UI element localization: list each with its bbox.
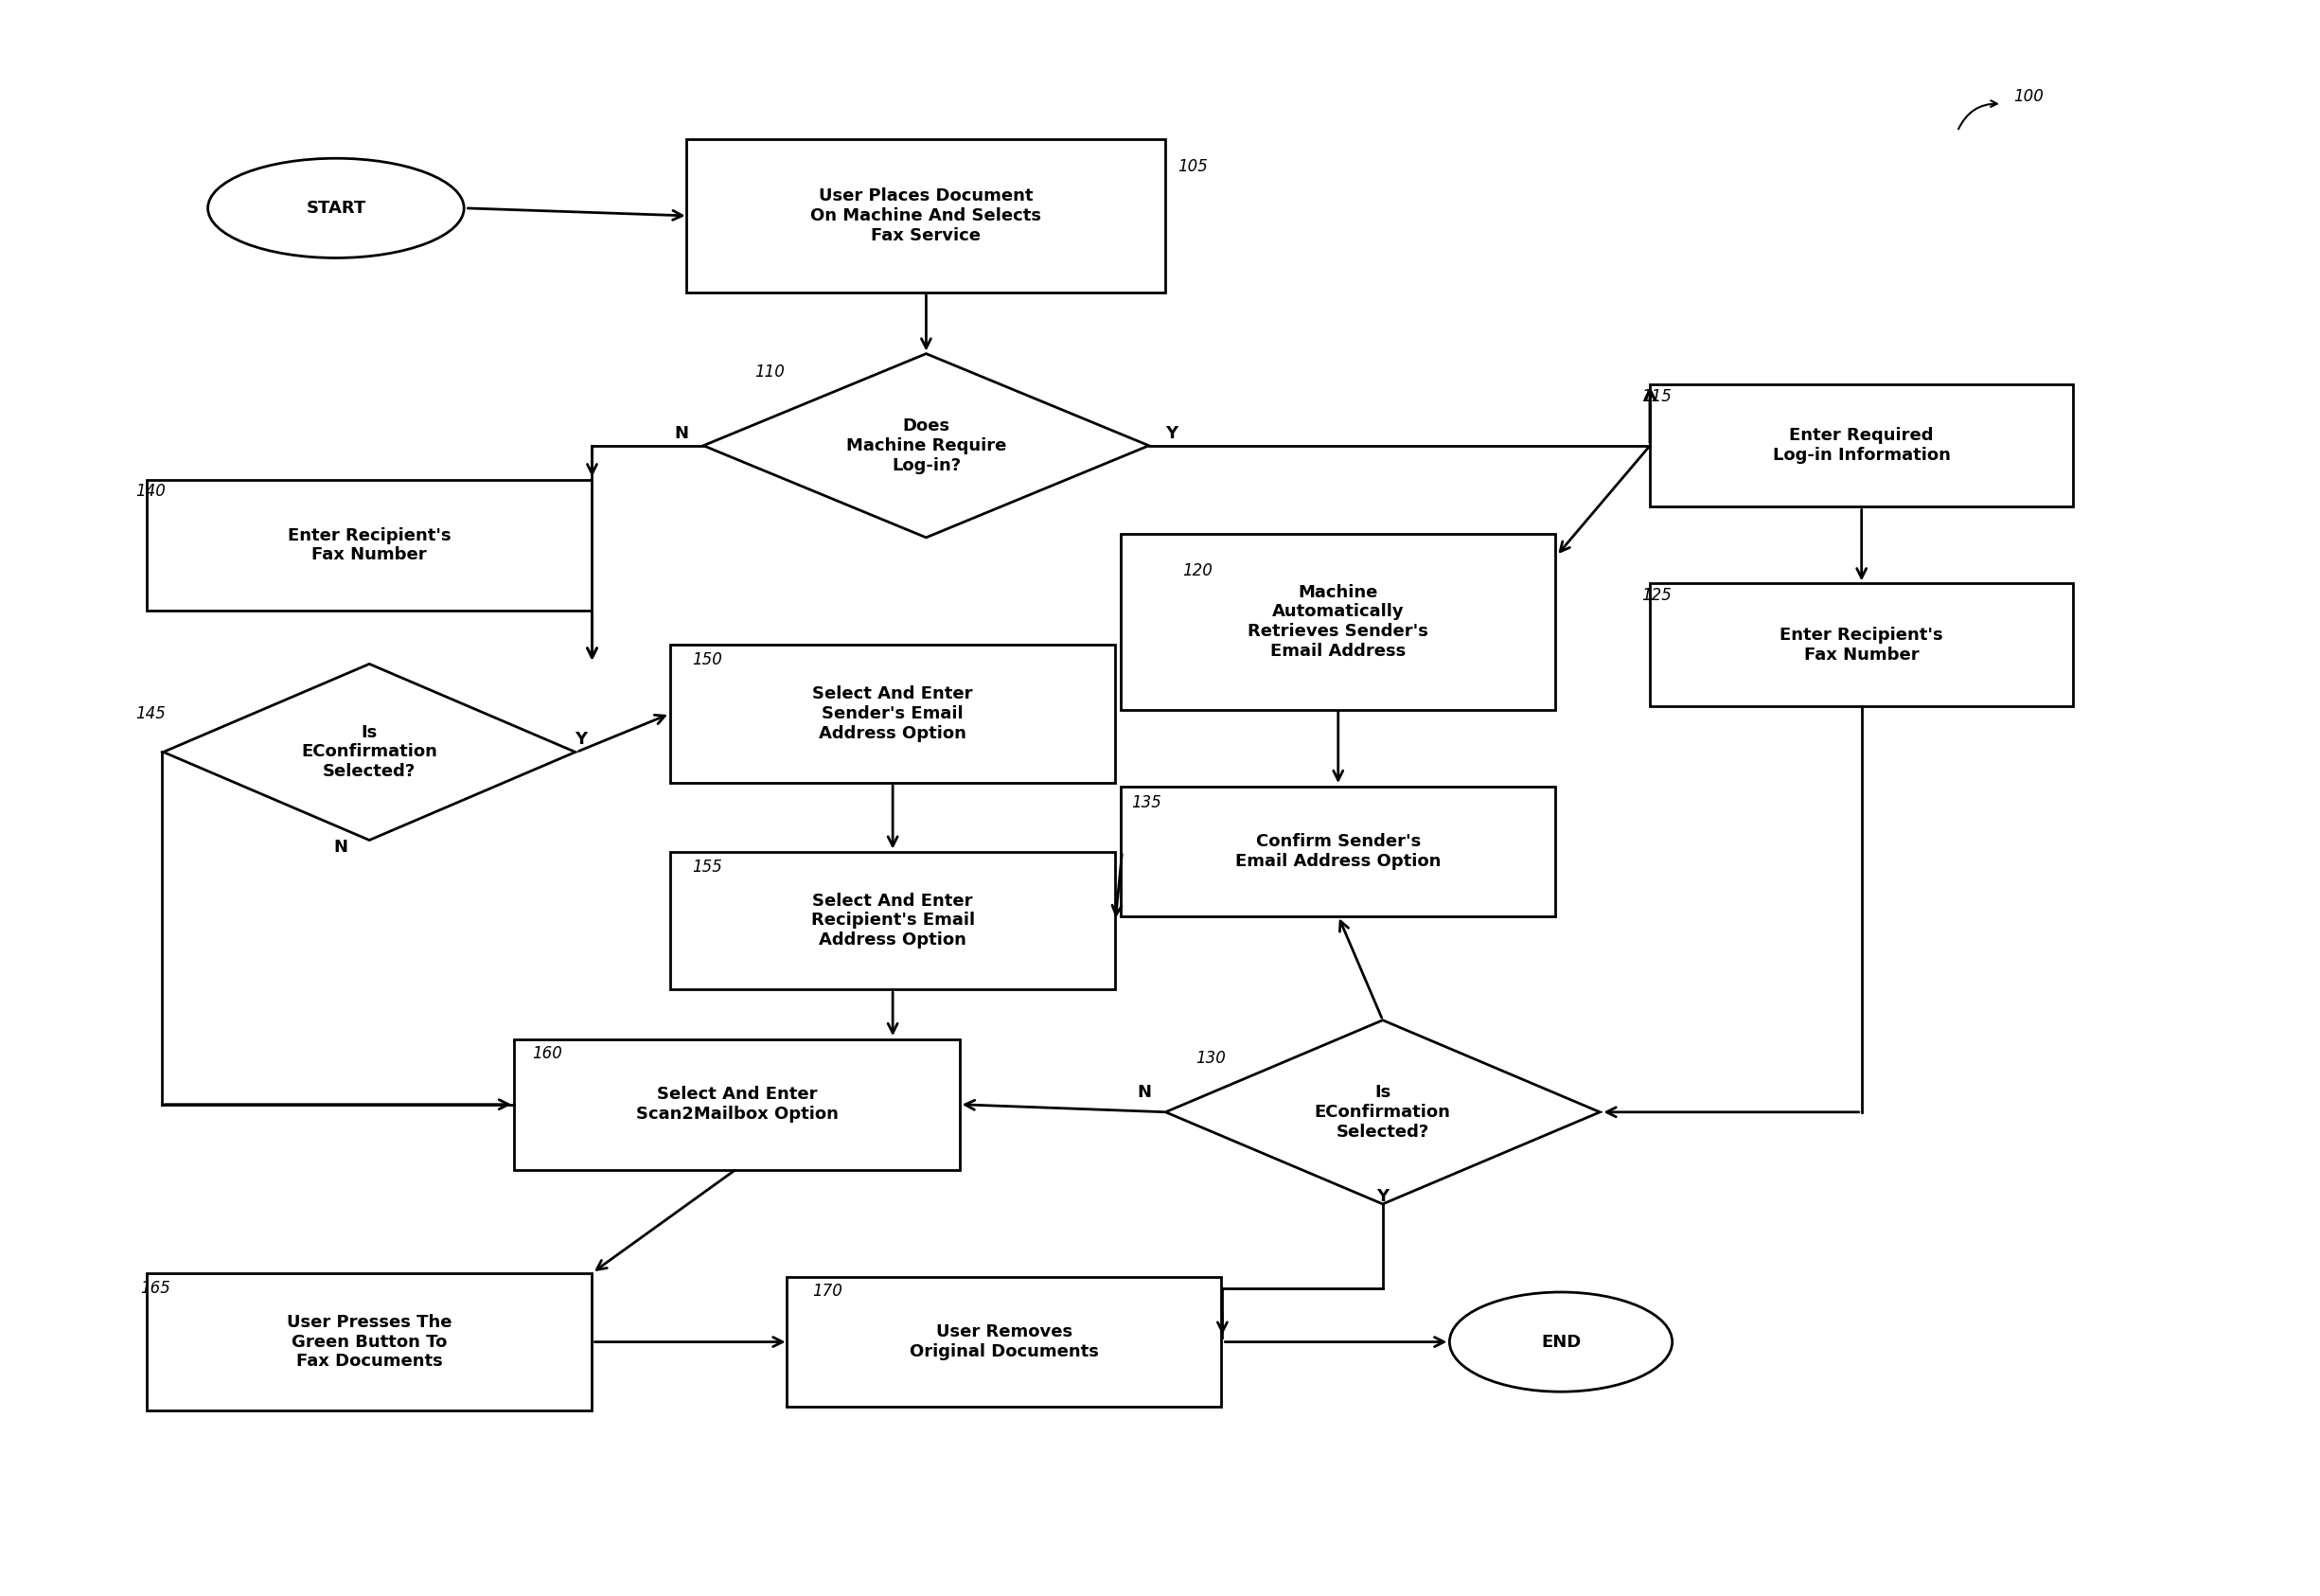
Text: Select And Enter
Sender's Email
Address Option: Select And Enter Sender's Email Address … <box>812 686 972 742</box>
Text: START: START <box>306 200 367 217</box>
Bar <box>1650 584 2074 705</box>
Text: User Removes
Original Documents: User Removes Original Documents <box>909 1323 1100 1360</box>
Text: N: N <box>334 838 348 855</box>
Text: 150: 150 <box>691 651 722 669</box>
Text: Enter Required
Log-in Information: Enter Required Log-in Information <box>1772 428 1951 464</box>
Bar <box>687 139 1165 292</box>
Ellipse shape <box>1450 1293 1673 1392</box>
Text: Is
EConfirmation
Selected?: Is EConfirmation Selected? <box>302 725 438 780</box>
Text: 110: 110 <box>754 364 784 380</box>
Text: END: END <box>1540 1333 1580 1350</box>
Bar <box>146 1274 592 1411</box>
Bar <box>1121 533 1554 710</box>
Text: Select And Enter
Recipient's Email
Address Option: Select And Enter Recipient's Email Addre… <box>810 892 974 948</box>
Bar <box>146 480 592 610</box>
Text: 145: 145 <box>135 705 165 723</box>
Text: N: N <box>1137 1084 1151 1101</box>
Text: 135: 135 <box>1132 795 1162 811</box>
Polygon shape <box>1165 1020 1601 1203</box>
Text: 120: 120 <box>1183 563 1213 579</box>
Text: Is
EConfirmation
Selected?: Is EConfirmation Selected? <box>1315 1084 1450 1140</box>
Bar <box>1121 787 1554 916</box>
Text: 115: 115 <box>1640 388 1670 405</box>
Text: 160: 160 <box>531 1045 561 1063</box>
Bar <box>670 645 1116 782</box>
Text: User Places Document
On Machine And Selects
Fax Service: User Places Document On Machine And Sele… <box>810 188 1042 244</box>
Text: 130: 130 <box>1195 1050 1225 1068</box>
Bar <box>515 1039 960 1170</box>
Text: 100: 100 <box>2014 88 2044 105</box>
Text: User Presses The
Green Button To
Fax Documents: User Presses The Green Button To Fax Doc… <box>288 1314 452 1369</box>
Text: 105: 105 <box>1179 158 1209 176</box>
Polygon shape <box>162 664 575 839</box>
Bar <box>670 852 1116 990</box>
Polygon shape <box>703 354 1148 538</box>
Text: N: N <box>675 425 689 442</box>
Text: 165: 165 <box>139 1280 169 1298</box>
Text: Select And Enter
Scan2Mailbox Option: Select And Enter Scan2Mailbox Option <box>636 1085 838 1124</box>
Text: Does
Machine Require
Log-in?: Does Machine Require Log-in? <box>847 418 1007 474</box>
Text: Machine
Automatically
Retrieves Sender's
Email Address: Machine Automatically Retrieves Sender's… <box>1248 584 1429 659</box>
Text: 155: 155 <box>691 859 722 876</box>
Text: Enter Recipient's
Fax Number: Enter Recipient's Fax Number <box>1779 626 1944 664</box>
Ellipse shape <box>209 158 464 259</box>
Text: 140: 140 <box>135 484 165 500</box>
Text: 170: 170 <box>812 1283 842 1299</box>
Text: Y: Y <box>575 731 587 749</box>
Text: Y: Y <box>1376 1187 1390 1205</box>
Text: Enter Recipient's
Fax Number: Enter Recipient's Fax Number <box>288 527 450 563</box>
Text: 125: 125 <box>1640 587 1670 605</box>
Text: Confirm Sender's
Email Address Option: Confirm Sender's Email Address Option <box>1234 833 1441 870</box>
Bar <box>1650 385 2074 508</box>
Text: Y: Y <box>1165 425 1176 442</box>
Bar <box>786 1277 1220 1408</box>
